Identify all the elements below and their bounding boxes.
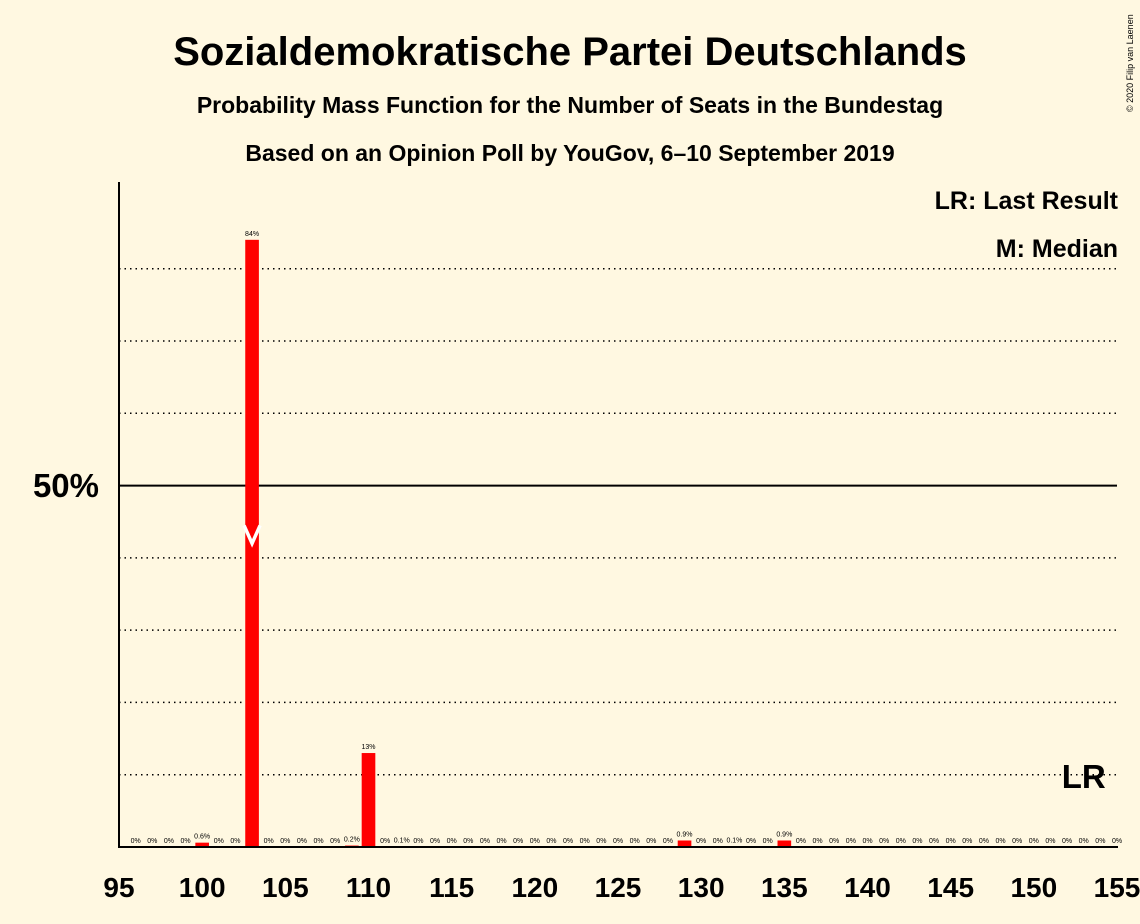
x-tick-155: 155: [1094, 872, 1140, 903]
bar-label-130: 0%: [696, 838, 706, 845]
bar-label-115: 0%: [447, 838, 457, 845]
bar-129: [677, 840, 692, 847]
x-tick-135: 135: [761, 872, 808, 903]
x-tick-105: 105: [262, 872, 309, 903]
x-tick-95: 95: [103, 872, 134, 903]
bar-label-101: 0%: [214, 838, 224, 845]
markers: LR: [242, 524, 1106, 795]
bar-label-109: 0.2%: [344, 837, 360, 844]
x-tick-110: 110: [346, 872, 391, 903]
legend-median: M: Median: [996, 235, 1118, 263]
bars: [195, 239, 792, 848]
bar-label-143: 0%: [912, 838, 922, 845]
bar-label-131: 0%: [713, 838, 723, 845]
bar-label-117: 0%: [480, 838, 490, 845]
bar-label-103: 84%: [245, 231, 259, 238]
bar-label-135: 0.9%: [776, 831, 792, 838]
bar-label-149: 0%: [1012, 838, 1022, 845]
bar-label-155: 0%: [1112, 838, 1122, 845]
bar-label-151: 0%: [1045, 838, 1055, 845]
bar-135: [777, 840, 792, 847]
bar-label-146: 0%: [962, 838, 972, 845]
bar-label-122: 0%: [563, 838, 573, 845]
bar-label-129: 0.9%: [677, 831, 693, 838]
bar-label-154: 0%: [1095, 838, 1105, 845]
x-tick-120: 120: [511, 872, 558, 903]
last-result-marker: LR: [1062, 758, 1106, 795]
bar-label-120: 0%: [530, 838, 540, 845]
x-tick-100: 100: [179, 872, 226, 903]
median-marker: [242, 524, 262, 548]
legend-last-result: LR: Last Result: [935, 187, 1119, 215]
bar-label-145: 0%: [946, 838, 956, 845]
bar-label-137: 0%: [813, 838, 823, 845]
bar-label-104: 0%: [264, 838, 274, 845]
bar-label-111: 0%: [380, 838, 390, 845]
bar-label-142: 0%: [896, 838, 906, 845]
x-tick-130: 130: [678, 872, 725, 903]
chart-subtitle-poll: Based on an Opinion Poll by YouGov, 6–10…: [245, 140, 894, 166]
bar-label-116: 0%: [463, 838, 473, 845]
bar-label-100: 0.6%: [194, 834, 210, 841]
bar-label-108: 0%: [330, 838, 340, 845]
bar-label-110: 13%: [361, 744, 375, 751]
bar-label-152: 0%: [1062, 838, 1072, 845]
bar-label-96: 0%: [131, 838, 141, 845]
bar-label-124: 0%: [596, 838, 606, 845]
bar-label-97: 0%: [147, 838, 157, 845]
x-tick-140: 140: [844, 872, 891, 903]
gridlines: [119, 267, 1117, 776]
x-tick-labels: 95 100 105 110 115 120 125 130 135 140 145 150 155: [103, 872, 1140, 903]
bar-label-121: 0%: [546, 838, 556, 845]
bar-label-133: 0%: [746, 838, 756, 845]
bar-label-102: 0%: [230, 838, 240, 845]
bar-label-147: 0%: [979, 838, 989, 845]
x-tick-150: 150: [1010, 872, 1057, 903]
bar-labels: 0% 0% 0% 0%0.6%0% 0%84%0% 0% 0% 0% 0% 0.2%13%0% 0.…: [131, 231, 1122, 845]
bar-label-144: 0%: [929, 838, 939, 845]
copyright-notice: © 2020 Filip van Laenen: [1125, 14, 1135, 112]
bar-label-105: 0%: [280, 838, 290, 845]
bar-110: [361, 753, 376, 847]
y-tick-label-50: 50%: [33, 467, 99, 504]
bar-label-148: 0%: [996, 838, 1006, 845]
bar-label-150: 0%: [1029, 838, 1039, 845]
bar-label-113: 0%: [413, 838, 423, 845]
bar-label-99: 0%: [180, 838, 190, 845]
x-tick-115: 115: [429, 872, 474, 903]
bar-label-114: 0%: [430, 838, 440, 845]
bar-label-112: 0.1%: [394, 837, 410, 844]
bar-label-123: 0%: [580, 838, 590, 845]
bar-label-138: 0%: [829, 838, 839, 845]
bar-100: [195, 842, 209, 847]
x-tick-145: 145: [927, 872, 974, 903]
chart-title: Sozialdemokratische Partei Deutschlands: [173, 30, 967, 74]
bar-label-106: 0%: [297, 838, 307, 845]
bar-label-132: 0.1%: [726, 837, 742, 844]
chart-subtitle: Probability Mass Function for the Number…: [197, 92, 943, 118]
bar-label-126: 0%: [630, 838, 640, 845]
bar-label-127: 0%: [646, 838, 656, 845]
bar-label-118: 0%: [497, 838, 507, 845]
bar-label-153: 0%: [1079, 838, 1089, 845]
bar-label-125: 0%: [613, 838, 623, 845]
bar-label-140: 0%: [862, 838, 872, 845]
bar-label-98: 0%: [164, 838, 174, 845]
bar-label-139: 0%: [846, 838, 856, 845]
bar-label-136: 0%: [796, 838, 806, 845]
bar-label-119: 0%: [513, 838, 523, 845]
bar-label-107: 0%: [314, 838, 324, 845]
bar-label-141: 0%: [879, 838, 889, 845]
bar-label-134: 0%: [763, 838, 773, 845]
x-tick-125: 125: [595, 872, 642, 903]
bar-label-128: 0%: [663, 838, 673, 845]
